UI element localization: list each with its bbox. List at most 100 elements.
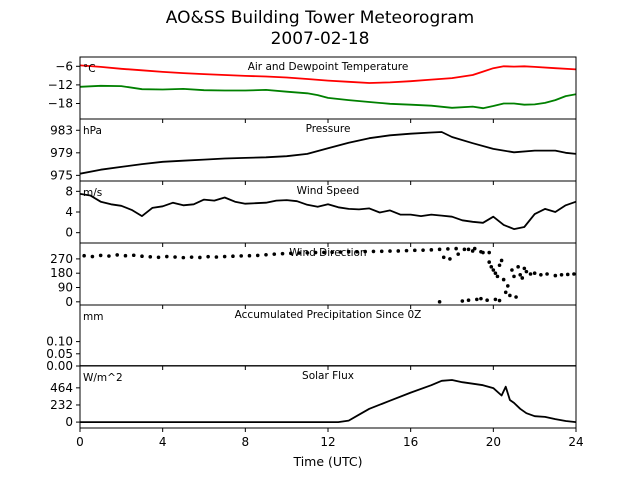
data-point <box>272 252 277 256</box>
data-point <box>448 257 452 261</box>
x-tick-label: 12 <box>320 435 335 449</box>
data-point <box>487 260 492 264</box>
y-tick-label: 180 <box>50 266 73 280</box>
data-point <box>189 255 194 259</box>
data-point <box>107 254 111 258</box>
y-tick-label: 979 <box>50 146 73 160</box>
panel-title: Pressure <box>306 123 351 135</box>
data-point <box>499 258 504 263</box>
data-point <box>485 298 489 303</box>
data-point <box>231 254 235 258</box>
data-point <box>330 250 334 255</box>
y-tick-label: 270 <box>50 252 73 266</box>
y-tick-label: 0.10 <box>46 335 73 349</box>
data-point <box>198 255 202 260</box>
y-tick-label: 4 <box>65 205 73 219</box>
x-tick-label: 24 <box>568 435 583 449</box>
data-point <box>82 253 86 258</box>
data-point <box>572 272 576 276</box>
series-line-0 <box>80 379 576 424</box>
y-tick-label: 90 <box>58 281 73 295</box>
data-point <box>239 254 243 258</box>
data-point <box>206 254 210 259</box>
data-point <box>437 247 442 252</box>
data-point <box>181 255 186 260</box>
data-point <box>247 253 252 258</box>
panel-title: Accumulated Precipitation Since 0Z <box>235 309 422 321</box>
data-point <box>460 299 465 303</box>
data-point <box>506 284 510 288</box>
x-tick-label: 0 <box>76 435 84 449</box>
data-point <box>98 253 103 258</box>
data-point <box>481 250 485 255</box>
data-point <box>479 296 483 301</box>
data-point <box>404 248 409 253</box>
data-point <box>501 277 506 282</box>
data-point <box>518 272 522 277</box>
data-point <box>156 255 161 260</box>
data-point <box>456 252 461 256</box>
figure-title: AO&SS Building Tower Meteorogram <box>165 8 475 28</box>
data-point <box>462 247 467 252</box>
data-point <box>553 273 558 278</box>
panel-unit-label: m/s <box>83 187 102 199</box>
data-point <box>280 251 285 256</box>
data-point <box>379 249 384 254</box>
data-point <box>487 250 492 255</box>
y-tick-label: 983 <box>50 123 73 137</box>
data-point <box>559 272 564 277</box>
data-point <box>545 272 549 276</box>
data-point <box>532 271 537 276</box>
data-point <box>346 250 351 254</box>
data-point <box>388 249 392 253</box>
panel-1: 983 979 975 Pressure hPa <box>50 118 577 185</box>
data-point <box>264 252 268 257</box>
y-tick-label: −12 <box>48 78 73 92</box>
data-point <box>514 295 518 299</box>
data-point <box>497 263 502 268</box>
panel-title: Air and Dewpoint Temperature <box>248 61 409 73</box>
data-point <box>489 265 494 269</box>
data-point <box>165 254 169 259</box>
y-tick-label: 0 <box>65 415 73 429</box>
data-point <box>322 250 326 255</box>
panel-2: 8 4 0 Wind Speed m/s <box>65 180 577 247</box>
data-point <box>470 249 475 253</box>
data-point <box>421 248 425 252</box>
y-tick-label: 0.00 <box>46 359 73 373</box>
data-point <box>313 250 318 255</box>
data-point <box>140 254 144 258</box>
data-point <box>466 247 471 252</box>
data-point <box>222 254 227 259</box>
data-point <box>289 251 293 256</box>
data-point <box>472 246 477 251</box>
data-point <box>115 253 119 257</box>
data-point <box>495 274 500 279</box>
panel-4: 0.100.050.00 Accumulated Precipitation Si… <box>46 304 577 373</box>
data-point <box>371 249 376 254</box>
y-tick-label: 0 <box>65 295 73 309</box>
data-point <box>528 272 533 276</box>
x-tick-label: 4 <box>159 435 167 449</box>
figure-subtitle: 2007-02-18 <box>270 29 370 49</box>
y-tick-label: 464 <box>50 381 73 395</box>
data-point <box>524 269 529 274</box>
panel-unit-label: °C <box>83 63 96 75</box>
y-tick-label: −6 <box>55 59 73 73</box>
data-point <box>493 271 498 276</box>
data-point <box>338 250 343 254</box>
data-point <box>497 298 502 303</box>
x-tick-label: 20 <box>486 435 501 449</box>
data-point <box>520 276 525 280</box>
panel-unit-label: W/m^2 <box>83 372 123 384</box>
panel-0: −6 −12 −18 Air and Dewpoint Temperature °C <box>48 56 577 123</box>
data-point <box>565 272 570 277</box>
panel-5: 464 232 0 Solar Flux W/m^2 <box>50 365 577 432</box>
y-tick-label: 0.05 <box>46 347 73 361</box>
data-point <box>123 253 128 258</box>
data-point <box>413 248 417 253</box>
data-point <box>475 297 479 302</box>
data-point <box>396 249 401 253</box>
data-point <box>454 246 458 251</box>
